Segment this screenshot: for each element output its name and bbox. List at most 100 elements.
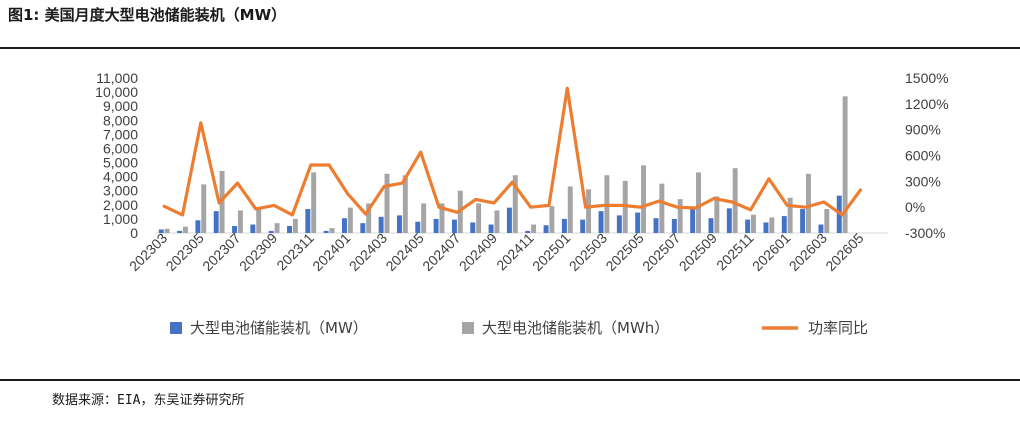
legend-label: 大型电池储能装机（MW）: [190, 319, 368, 337]
bar-mwh: [842, 96, 848, 234]
bar-mw: [561, 218, 567, 233]
bar-mw: [690, 209, 696, 233]
bar-mwh: [659, 183, 665, 233]
bar-mwh: [311, 172, 317, 233]
left-tick-label: 2,000: [103, 197, 138, 213]
left-tick-label: 4,000: [103, 169, 138, 185]
bar-mw: [396, 215, 402, 233]
right-tick-label: 900%: [905, 122, 941, 138]
bar-mwh: [366, 203, 372, 233]
bar-mw: [818, 224, 824, 233]
bar-mwh: [182, 226, 188, 233]
bar-mw: [287, 225, 292, 233]
bar-mwh: [531, 224, 537, 233]
bar-mw: [781, 216, 787, 233]
left-tick-label: 0: [130, 225, 138, 241]
x-tick-label: 202511: [713, 230, 757, 274]
legend-label: 功率同比: [808, 319, 868, 337]
bar-mw: [378, 216, 384, 233]
x-tick-label: 202307: [199, 230, 243, 274]
right-axis-ticks: -300% 0% 300% 600% 900% 1200% 1500%: [905, 70, 949, 241]
bar-mw: [305, 209, 311, 233]
bar-mwh: [824, 209, 830, 233]
bar-mw: [745, 219, 751, 233]
bar-mw: [635, 212, 641, 233]
bar-mwh: [347, 207, 353, 233]
bar-mw: [433, 218, 439, 233]
bar-mwh: [787, 197, 793, 233]
top-divider: [0, 47, 1020, 49]
bar-mw: [195, 220, 201, 233]
left-tick-label: 10,000: [95, 84, 138, 100]
right-tick-label: 1200%: [905, 96, 949, 112]
x-tick-label: 202509: [676, 230, 720, 274]
x-tick-label: 202311: [273, 230, 317, 274]
bar-mwh: [237, 210, 243, 233]
bar-mwh: [164, 228, 170, 233]
x-tick-label: 202411: [493, 230, 537, 274]
bar-mw: [177, 230, 183, 233]
bar-mwh: [769, 217, 775, 233]
left-tick-label: 11,000: [96, 70, 138, 86]
bar-mw: [763, 222, 769, 233]
bar-mw: [250, 224, 256, 233]
left-tick-label: 8,000: [103, 112, 138, 128]
bar-mw: [232, 225, 238, 233]
bar-mw: [342, 218, 347, 233]
series-mwh-bars: [164, 96, 848, 234]
bottom-divider: [0, 379, 1020, 381]
x-tick-label: 202309: [236, 230, 280, 274]
left-tick-label: 5,000: [103, 155, 138, 171]
bar-mwh: [402, 175, 408, 233]
bar-mwh: [714, 196, 720, 233]
legend-swatch: [462, 322, 474, 334]
bar-mwh: [641, 165, 647, 233]
legend: 大型电池储能装机（MW） 大型电池储能装机（MWh） 功率同比: [170, 319, 868, 337]
x-tick-label: 202605: [822, 230, 866, 274]
series-yoy-line: [162, 86, 863, 217]
right-tick-label: 1500%: [905, 70, 949, 86]
x-tick-label: 202407: [419, 230, 463, 274]
bar-mw: [653, 218, 659, 233]
bar-mwh: [494, 210, 500, 233]
legend-swatch: [170, 322, 182, 334]
bar-mw: [470, 222, 476, 233]
left-axis-ticks: 01,0002,0003,0004,0005,0006,0007,0008,00…: [95, 70, 138, 241]
bar-mwh: [805, 173, 811, 233]
bar-mwh: [751, 214, 756, 233]
bar-mw: [800, 209, 806, 233]
bar-mwh: [384, 173, 390, 233]
left-tick-label: 6,000: [103, 140, 138, 156]
bar-mwh: [421, 203, 427, 233]
bar-mw: [158, 229, 164, 233]
bar-mw: [671, 218, 677, 233]
x-tick-label: 202503: [566, 230, 610, 274]
bar-mw: [268, 230, 274, 233]
bar-mwh: [476, 203, 482, 233]
bar-mw: [543, 225, 549, 233]
bar-mwh: [274, 223, 280, 233]
source-note: 数据来源：EIA，东吴证券研究所: [52, 393, 245, 408]
bar-mw: [598, 211, 604, 233]
series-mw-bars: [158, 195, 842, 233]
left-tick-label: 3,000: [103, 183, 138, 199]
bar-mwh: [512, 175, 518, 233]
bar-mwh: [732, 168, 738, 233]
bar-mw: [213, 211, 219, 233]
bar-mw: [488, 224, 494, 233]
right-tick-label: 0%: [905, 199, 925, 215]
bar-mwh: [567, 186, 573, 233]
bar-mw: [580, 219, 586, 233]
bar-mwh: [677, 199, 683, 233]
bar-mwh: [201, 184, 207, 233]
bar-mw: [323, 230, 329, 233]
x-tick-label: 202409: [456, 230, 500, 274]
right-tick-label: -300%: [905, 225, 945, 241]
x-tick-label: 202601: [749, 230, 793, 274]
bar-mwh: [329, 228, 335, 233]
bar-mw: [726, 208, 732, 233]
bar-mw: [525, 230, 531, 233]
left-tick-label: 1,000: [103, 211, 138, 227]
right-tick-label: 300%: [905, 173, 941, 189]
bar-mw: [451, 219, 457, 233]
